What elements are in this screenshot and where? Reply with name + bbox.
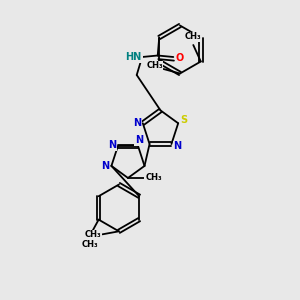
Text: CH₃: CH₃ [81, 240, 98, 249]
Text: N: N [173, 141, 181, 152]
Text: CH₃: CH₃ [145, 173, 162, 182]
Text: CH₃: CH₃ [85, 230, 102, 239]
Text: N: N [101, 161, 109, 171]
Text: N: N [135, 136, 143, 146]
Text: CH₃: CH₃ [185, 32, 202, 41]
Text: O: O [176, 53, 184, 63]
Text: CH₃: CH₃ [146, 61, 163, 70]
Text: N: N [108, 140, 116, 150]
Text: HN: HN [126, 52, 142, 62]
Text: N: N [133, 118, 141, 128]
Text: S: S [181, 115, 188, 125]
